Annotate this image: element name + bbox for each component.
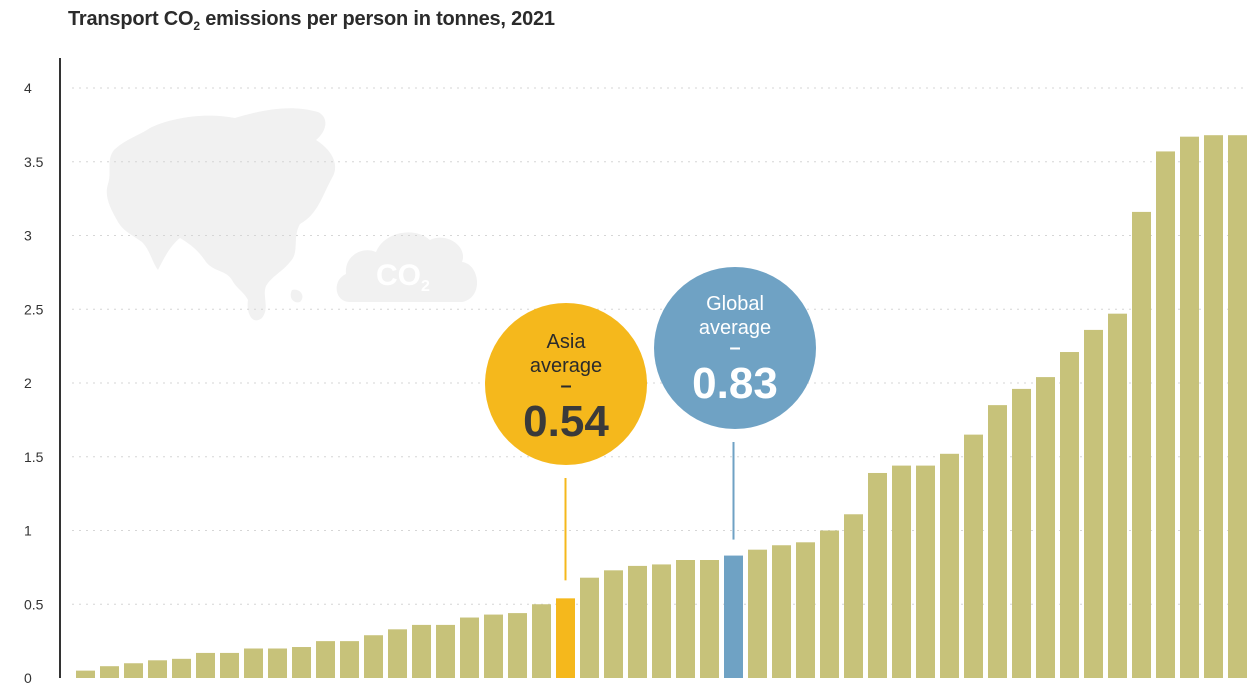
bar <box>988 405 1007 678</box>
bar <box>388 629 407 678</box>
bar <box>652 564 671 678</box>
global-bubble-value: 0.83 <box>692 359 778 408</box>
bar <box>364 635 383 678</box>
bar <box>700 560 719 678</box>
cloud-co2-text: CO <box>376 259 421 292</box>
chart-title-suffix: emissions per person in tonnes, 2021 <box>199 8 555 30</box>
y-tick-label: 3.5 <box>24 154 44 170</box>
chart-title: Transport CO2 emissions per person in to… <box>68 8 555 33</box>
y-tick-label: 1.5 <box>24 449 44 465</box>
cloud-icon <box>336 232 478 302</box>
global-bubble-line1: Global <box>706 293 764 315</box>
asia-map-icon <box>106 108 336 321</box>
bar <box>316 641 335 678</box>
bar <box>772 545 791 678</box>
bar <box>244 648 263 678</box>
global-bubble-line2: average <box>699 317 771 339</box>
bar <box>124 663 143 678</box>
bar <box>76 670 95 678</box>
bar <box>580 577 599 678</box>
asia-bubble-value: 0.54 <box>523 397 609 446</box>
bar <box>508 613 527 678</box>
bar <box>148 660 167 678</box>
asia-average-bubble: Asia average – 0.54 <box>485 303 647 465</box>
bar <box>436 624 455 678</box>
y-tick-label: 3 <box>24 228 32 244</box>
global-bubble-dash: – <box>729 337 740 359</box>
bar <box>1156 151 1175 679</box>
bar <box>1132 211 1151 678</box>
chart-title-main: Transport CO <box>68 8 194 30</box>
bar <box>940 453 959 678</box>
bar <box>1036 377 1055 678</box>
bar <box>532 604 551 678</box>
asia-average-bar <box>556 598 575 678</box>
bars <box>76 135 1247 679</box>
global-average-bubble: Global average – 0.83 <box>654 267 816 429</box>
bar <box>100 666 119 678</box>
y-tick-label: 2.5 <box>24 301 44 317</box>
bar <box>868 472 887 678</box>
bar <box>916 465 935 678</box>
y-tick-label: 4 <box>24 80 32 96</box>
bar <box>604 570 623 678</box>
asia-bubble-dash: – <box>560 375 571 397</box>
y-axis-ticks: 0 0.5 1 1.5 2 2.5 3 3.5 4 <box>24 80 44 684</box>
asia-bubble-line2: average <box>530 355 602 377</box>
bar <box>1108 313 1127 678</box>
y-tick-label: 2 <box>24 375 32 391</box>
bar <box>1012 388 1031 678</box>
bar <box>340 641 359 678</box>
asia-bubble-circle <box>485 303 647 465</box>
chart-title-subscript: 2 <box>193 19 200 33</box>
bar <box>1060 352 1079 678</box>
bar <box>964 434 983 678</box>
y-tick-label: 0.5 <box>24 596 44 612</box>
bar <box>1204 135 1223 678</box>
bar <box>1084 329 1103 678</box>
bar <box>460 617 479 678</box>
cloud-co2-label: CO2 <box>376 259 430 295</box>
bar <box>484 614 503 678</box>
bar <box>220 652 239 678</box>
bar <box>844 514 863 678</box>
bar <box>268 648 287 678</box>
global-bubble-circle <box>654 267 816 429</box>
y-tick-label: 1 <box>24 523 32 539</box>
cloud-co2-subscript: 2 <box>421 278 430 295</box>
bar <box>796 542 815 678</box>
y-tick-label: 0 <box>24 670 32 684</box>
bar <box>292 647 311 678</box>
bar <box>820 530 839 678</box>
global-average-bar <box>724 555 743 678</box>
background-illustration: CO2 <box>106 108 478 321</box>
asia-bubble-line1: Asia <box>547 331 587 353</box>
bar <box>412 624 431 678</box>
bar <box>748 549 767 678</box>
bar <box>676 560 695 678</box>
bar <box>172 658 191 678</box>
bar <box>196 652 215 678</box>
bar <box>892 465 911 678</box>
bar <box>628 565 647 678</box>
bar <box>1180 136 1199 679</box>
bar <box>1228 135 1247 678</box>
